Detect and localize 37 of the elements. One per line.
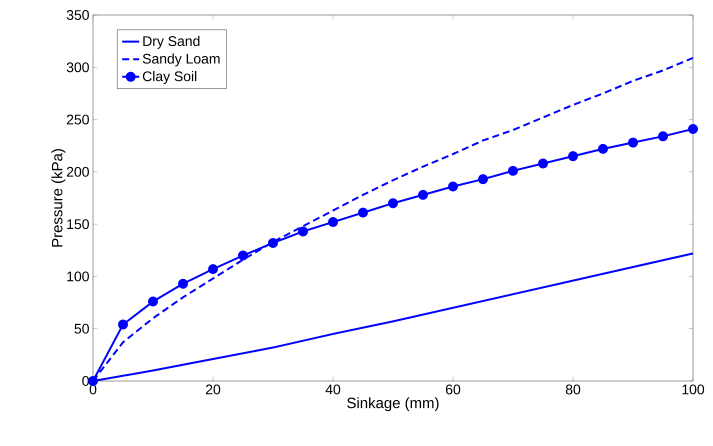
point bbox=[688, 124, 698, 134]
y-tick-label: 300 bbox=[66, 62, 89, 72]
legend-label: Clay Soil bbox=[142, 71, 196, 84]
point bbox=[178, 278, 188, 289]
point bbox=[628, 138, 638, 148]
y-tick-label: 200 bbox=[66, 166, 89, 177]
x-tick-label: 60 bbox=[446, 384, 460, 394]
legend-label: Sandy Loam bbox=[142, 53, 220, 66]
point bbox=[148, 296, 158, 307]
y-tick-label: 100 bbox=[67, 271, 89, 282]
point bbox=[118, 320, 128, 330]
x-tick-label: 100 bbox=[682, 384, 704, 394]
point bbox=[418, 190, 428, 200]
y-tick-label: 50 bbox=[74, 324, 89, 334]
point bbox=[568, 151, 578, 162]
point bbox=[508, 166, 518, 176]
point bbox=[538, 158, 548, 168]
point bbox=[448, 181, 458, 192]
y-tick-label: 150 bbox=[67, 219, 89, 230]
x-axis-title: Sinkage (mm) bbox=[347, 397, 439, 412]
y-tick-label: 350 bbox=[66, 10, 89, 20]
y-tick-label: 250 bbox=[66, 114, 89, 125]
point bbox=[358, 208, 368, 218]
point bbox=[328, 217, 338, 228]
point bbox=[268, 238, 278, 248]
legend-label: Dry Sand bbox=[143, 36, 200, 49]
point bbox=[238, 250, 248, 261]
x-tick-label: 80 bbox=[566, 384, 580, 394]
point bbox=[298, 226, 308, 236]
x-tick-label: 20 bbox=[206, 384, 220, 394]
point bbox=[658, 131, 668, 142]
x-tick-label: 40 bbox=[326, 384, 340, 394]
point bbox=[208, 264, 218, 274]
point bbox=[598, 144, 608, 154]
point bbox=[478, 174, 488, 184]
y-axis-title: Pressure (kPa) bbox=[51, 149, 66, 247]
point bbox=[388, 198, 398, 208]
